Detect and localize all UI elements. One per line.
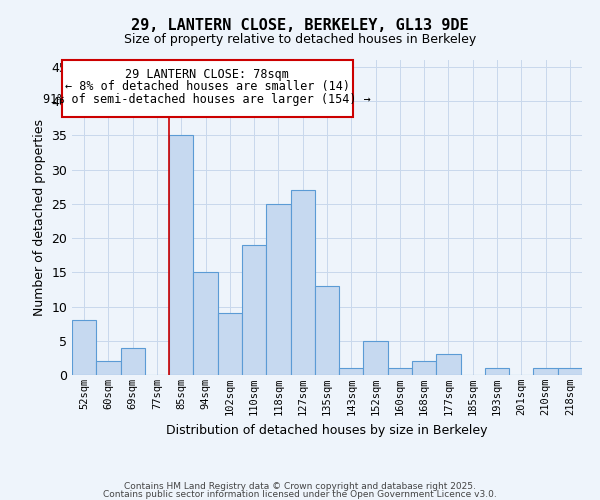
Bar xyxy=(558,368,582,375)
Bar xyxy=(388,368,412,375)
Bar xyxy=(96,362,121,375)
Bar xyxy=(290,190,315,375)
Bar xyxy=(193,272,218,375)
Bar xyxy=(485,368,509,375)
Bar xyxy=(436,354,461,375)
Text: Contains public sector information licensed under the Open Government Licence v3: Contains public sector information licen… xyxy=(103,490,497,499)
Text: Size of property relative to detached houses in Berkeley: Size of property relative to detached ho… xyxy=(124,32,476,46)
Bar xyxy=(339,368,364,375)
Bar xyxy=(121,348,145,375)
Bar xyxy=(218,314,242,375)
Bar xyxy=(242,245,266,375)
Bar xyxy=(533,368,558,375)
Text: ← 8% of detached houses are smaller (14): ← 8% of detached houses are smaller (14) xyxy=(65,80,350,94)
Text: 91% of semi-detached houses are larger (154) →: 91% of semi-detached houses are larger (… xyxy=(43,93,371,106)
Text: Contains HM Land Registry data © Crown copyright and database right 2025.: Contains HM Land Registry data © Crown c… xyxy=(124,482,476,491)
Bar xyxy=(315,286,339,375)
X-axis label: Distribution of detached houses by size in Berkeley: Distribution of detached houses by size … xyxy=(166,424,488,436)
Bar xyxy=(62,60,353,116)
Bar xyxy=(364,341,388,375)
Bar xyxy=(72,320,96,375)
Bar xyxy=(169,136,193,375)
Text: 29, LANTERN CLOSE, BERKELEY, GL13 9DE: 29, LANTERN CLOSE, BERKELEY, GL13 9DE xyxy=(131,18,469,32)
Bar xyxy=(412,362,436,375)
Text: 29 LANTERN CLOSE: 78sqm: 29 LANTERN CLOSE: 78sqm xyxy=(125,68,289,81)
Bar xyxy=(266,204,290,375)
Y-axis label: Number of detached properties: Number of detached properties xyxy=(33,119,46,316)
